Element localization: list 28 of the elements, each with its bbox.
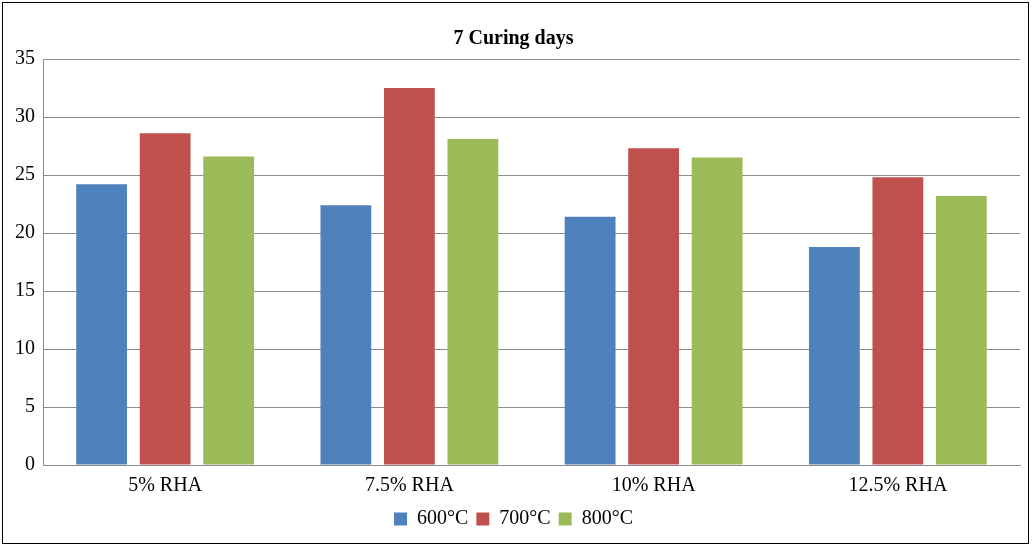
y-tick-label: 30 — [15, 104, 35, 127]
bar — [691, 157, 743, 465]
bar — [447, 139, 499, 465]
x-tick-label: 5% RHA — [128, 473, 203, 496]
y-tick-label: 20 — [15, 220, 35, 243]
y-tick-label: 15 — [15, 278, 35, 301]
y-tick-label: 5 — [25, 394, 35, 417]
bar — [139, 133, 191, 465]
y-tick-label: 10 — [15, 336, 35, 359]
legend-label: 700°C — [499, 506, 551, 529]
bar — [203, 156, 255, 465]
y-tick-label: 35 — [15, 46, 35, 69]
x-tick-label: 12.5% RHA — [848, 473, 948, 496]
legend-label: 600°C — [416, 506, 469, 529]
bar — [935, 195, 987, 465]
bar — [872, 177, 924, 465]
bar — [320, 205, 372, 465]
y-tick-label: 25 — [15, 162, 35, 185]
bar — [383, 88, 435, 465]
x-tick-label: 10% RHA — [611, 473, 697, 496]
bar — [628, 148, 680, 465]
legend-label: 800°C — [581, 506, 634, 529]
chart-title: 7 Curing days — [453, 26, 574, 50]
y-tick-label: 0 — [25, 452, 35, 475]
bar — [76, 184, 128, 465]
bar — [808, 246, 860, 465]
bar — [564, 216, 616, 465]
x-tick-label: 7.5% RHA — [364, 473, 455, 496]
